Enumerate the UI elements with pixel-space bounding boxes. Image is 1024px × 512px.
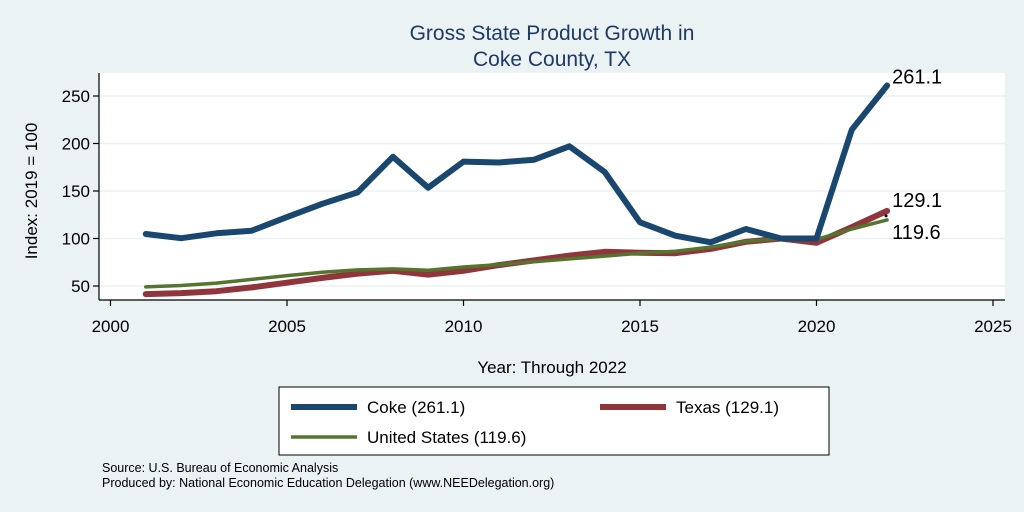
series-line-coke: [142, 82, 891, 246]
legend-box: [278, 386, 830, 456]
x-tick-label: 2005: [268, 317, 306, 336]
y-tick-label: 200: [62, 135, 90, 154]
x-tick-label: 2020: [798, 317, 836, 336]
legend-label-united-states: United States (119.6): [367, 428, 526, 447]
y-ticks: 50 100 150 200 250: [62, 87, 99, 296]
y-tick-label: 100: [62, 230, 90, 249]
y-tick-label: 150: [62, 182, 90, 201]
plot-area: [99, 73, 1005, 300]
chart-subtitle: Coke County, TX: [473, 48, 631, 71]
legend-label-texas: Texas (129.1): [676, 398, 779, 417]
series-line-united-states: [144, 218, 889, 289]
produced-by-note: Produced by: National Economic Education…: [102, 476, 554, 490]
x-tick-label: 2010: [445, 317, 483, 336]
end-label-united-states: 119.6: [892, 222, 941, 244]
x-ticks: 2000 2005 2010 2015 2020 2025: [92, 300, 1012, 336]
chart-title: Gross State Product Growth in: [410, 22, 695, 45]
source-note: Source: U.S. Bureau of Economic Analysis: [102, 461, 338, 475]
y-tick-label: 250: [62, 87, 90, 106]
legend: Coke (261.1) Texas (129.1) United States (…: [291, 398, 779, 447]
end-label-texas: 129.1: [892, 190, 942, 212]
series-lines: [142, 82, 891, 298]
x-tick-label: 2000: [92, 317, 130, 336]
end-label-coke: 261.1: [892, 66, 942, 88]
legend-label-coke: Coke (261.1): [367, 398, 465, 417]
x-axis-label: Year: Through 2022: [477, 358, 626, 377]
end-labels: 261.1 129.1 119.6: [884, 66, 942, 244]
x-tick-label: 2025: [974, 317, 1012, 336]
end-marker: [884, 214, 888, 218]
y-axis-label: Index: 2019 = 100: [22, 123, 41, 260]
y-tick-label: 50: [71, 277, 90, 296]
x-tick-label: 2015: [621, 317, 659, 336]
